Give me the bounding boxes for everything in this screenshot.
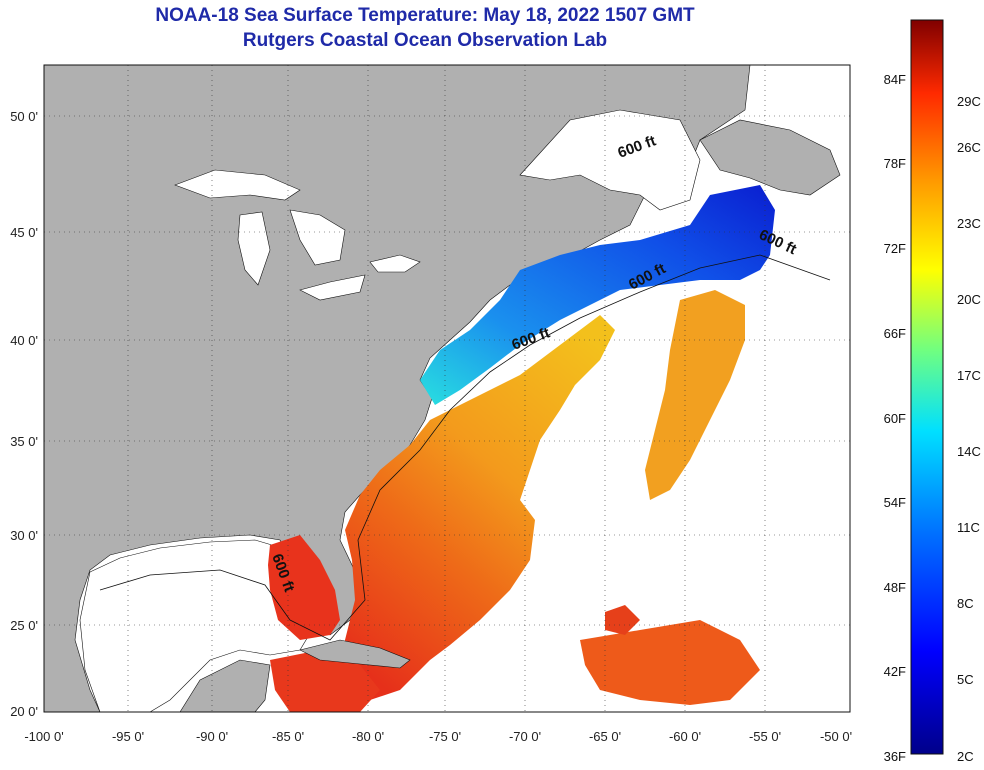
land-cuba xyxy=(299,639,411,669)
lon-tick-label: -60 0' xyxy=(669,729,701,744)
colorbar-c-label: 11C xyxy=(957,520,980,535)
colorbar-f-label: 42F xyxy=(884,664,906,679)
sst-caribbean xyxy=(270,650,380,712)
map-border xyxy=(43,64,851,713)
lon-tick-label: -75 0' xyxy=(429,729,461,744)
colorbar-c-label: 2C xyxy=(957,749,974,764)
sst-southern-patch-2 xyxy=(605,605,640,635)
colorbar-f-label: 84F xyxy=(884,72,906,87)
lon-tick-label: -80 0' xyxy=(352,729,384,744)
colorbar-f-label: 78F xyxy=(884,156,906,171)
map-subtitle: Rutgers Coastal Ocean Observation Lab xyxy=(242,30,608,51)
colorbar-f-label: 48F xyxy=(884,580,906,595)
colorbar-c-label: 20C xyxy=(957,292,981,307)
colorbar-f-label: 36F xyxy=(884,749,906,764)
lon-tick-label: -90 0' xyxy=(196,729,228,744)
lat-tick-label: 35 0' xyxy=(10,434,38,449)
sst-cold-shelf xyxy=(420,185,775,405)
lon-tick-label: -50 0' xyxy=(820,729,852,744)
lat-axis: 50 0' 45 0' 40 0' 35 0' 30 0' 25 0' 20 0… xyxy=(10,109,38,719)
sst-southern-patch-1 xyxy=(580,620,760,705)
colorbar-c-label: 17C xyxy=(957,368,981,383)
lon-axis: -100 0' -95 0' -90 0' -85 0' -80 0' -75 … xyxy=(24,729,852,744)
lat-tick-label: 45 0' xyxy=(10,225,38,240)
land-yucatan xyxy=(179,659,271,712)
lon-tick-label: -100 0' xyxy=(24,729,63,744)
colorbar-f-labels: 84F 78F 72F 66F 60F 54F 48F 42F 36F xyxy=(884,72,906,764)
gulf-st-lawrence xyxy=(519,109,701,211)
lon-tick-label: -85 0' xyxy=(272,729,304,744)
lon-tick-label: -70 0' xyxy=(509,729,541,744)
colorbar-f-label: 60F xyxy=(884,411,906,426)
colorbar-f-label: 54F xyxy=(884,495,906,510)
gulf-of-mexico xyxy=(79,539,313,712)
lat-tick-label: 25 0' xyxy=(10,618,38,633)
colorbar-c-label: 29C xyxy=(957,94,981,109)
colorbar-c-label: 26C xyxy=(957,140,981,155)
colorbar-c-labels: 29C 26C 23C 20C 17C 14C 11C 8C 5C 2C xyxy=(957,94,981,764)
colorbar-c-label: 8C xyxy=(957,596,974,611)
colorbar-f-label: 72F xyxy=(884,241,906,256)
sst-offshore-band xyxy=(645,290,745,500)
lat-tick-label: 30 0' xyxy=(10,528,38,543)
colorbar-c-label: 14C xyxy=(957,444,981,459)
lat-tick-label: 50 0' xyxy=(10,109,38,124)
lon-tick-label: -65 0' xyxy=(589,729,621,744)
colorbar xyxy=(910,19,944,755)
colorbar-c-label: 23C xyxy=(957,216,981,231)
colorbar-c-label: 5C xyxy=(957,672,974,687)
map-title: NOAA-18 Sea Surface Temperature: May 18,… xyxy=(155,5,695,26)
isobath-line xyxy=(99,254,831,641)
great-lakes xyxy=(174,169,421,301)
lon-tick-label: -55 0' xyxy=(749,729,781,744)
lon-tick-label: -95 0' xyxy=(112,729,144,744)
colorbar-f-label: 66F xyxy=(884,326,906,341)
lat-tick-label: 20 0' xyxy=(10,704,38,719)
sst-warm-body xyxy=(345,315,615,700)
lat-tick-label: 40 0' xyxy=(10,333,38,348)
